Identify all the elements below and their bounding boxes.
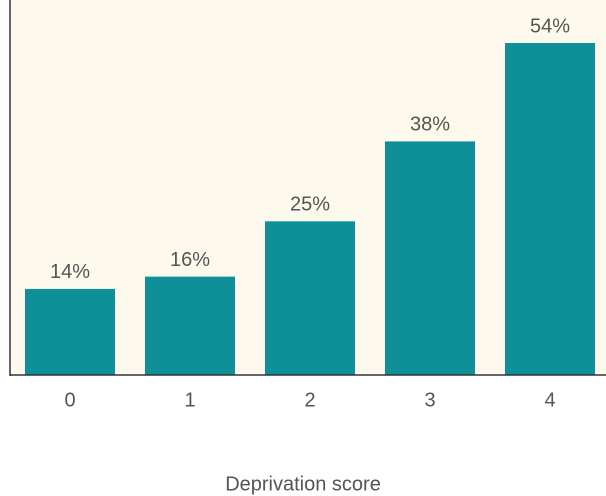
data-label: 38% bbox=[410, 114, 450, 136]
bar bbox=[25, 288, 115, 375]
data-label: 54% bbox=[530, 15, 570, 37]
data-label: 14% bbox=[50, 261, 90, 283]
bar bbox=[145, 276, 235, 375]
bar bbox=[385, 141, 475, 375]
x-axis-label: Deprivation score bbox=[225, 473, 381, 495]
x-tick-label: 0 bbox=[64, 389, 75, 411]
x-tick-label: 1 bbox=[184, 389, 195, 411]
bar bbox=[265, 221, 355, 375]
x-tick-label: 3 bbox=[424, 389, 435, 411]
data-label: 25% bbox=[290, 194, 330, 216]
x-tick-label: 4 bbox=[544, 389, 555, 411]
bar bbox=[505, 43, 595, 376]
x-tick-label: 2 bbox=[304, 389, 315, 411]
data-label: 16% bbox=[170, 249, 210, 271]
